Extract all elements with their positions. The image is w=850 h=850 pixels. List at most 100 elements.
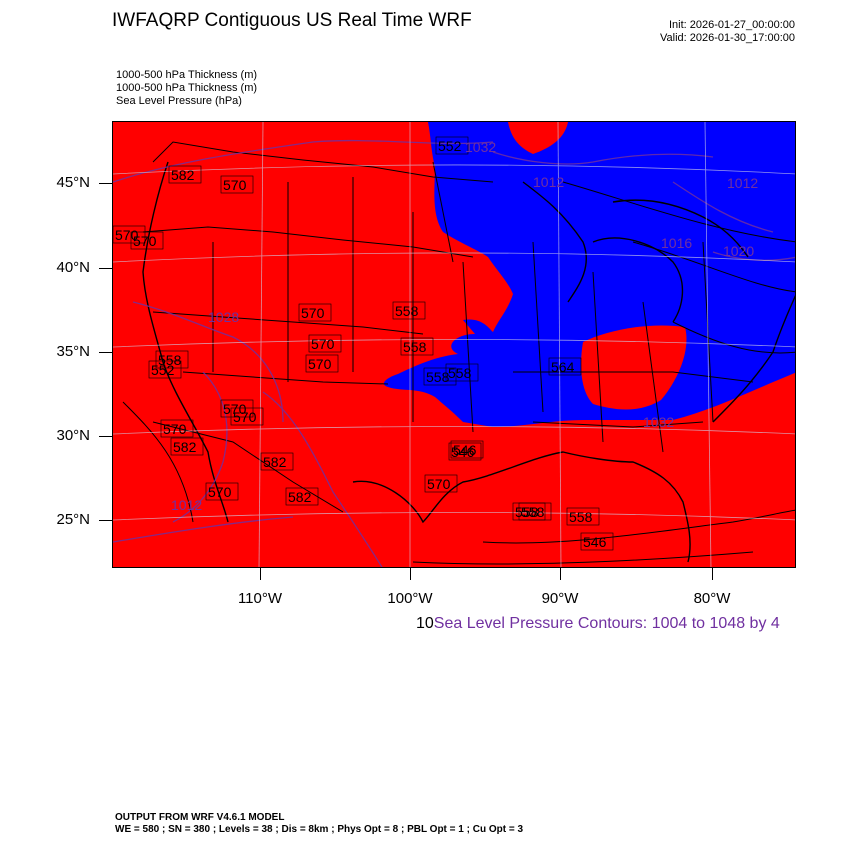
svg-text:570: 570 <box>427 476 451 492</box>
run-info: Init: 2026-01-27_00:00:00 Valid: 2026-01… <box>660 19 795 45</box>
longitude-label: 90°W <box>541 590 579 607</box>
cold-thickness-region <box>383 122 795 427</box>
model-version: OUTPUT FROM WRF V4.6.1 MODEL <box>115 812 285 823</box>
svg-text:582: 582 <box>288 489 312 505</box>
pressure-contour-label: 1020 <box>723 243 754 259</box>
svg-text:558: 558 <box>521 504 545 520</box>
latitude-label: 30°N <box>56 427 90 444</box>
thickness-contour-label: 570 <box>305 354 339 373</box>
thickness-contour-label: 558 <box>392 301 426 320</box>
graticule <box>113 122 795 567</box>
svg-text:564: 564 <box>551 359 575 375</box>
thickness-contour-label: 570 <box>220 175 254 194</box>
contour-note: 10Sea Level Pressure Contours: 1004 to 1… <box>416 615 780 633</box>
longitude-tick <box>410 568 411 580</box>
thickness-contour-label: 546 <box>580 532 614 551</box>
latitude-label: 40°N <box>56 259 90 276</box>
svg-text:558: 558 <box>448 365 472 381</box>
thickness-contour-label: 570 <box>220 399 254 418</box>
warm-tongue-appalachia <box>581 325 687 410</box>
svg-text:558: 558 <box>569 509 593 525</box>
thickness-contour-label: 582 <box>168 165 202 184</box>
valid-time: Valid: 2026-01-30_17:00:00 <box>660 32 795 44</box>
svg-text:570: 570 <box>233 409 257 425</box>
thickness-contour-label: 582 <box>260 452 294 471</box>
thickness-contour-label: 570 <box>230 407 264 426</box>
svg-text:546: 546 <box>583 534 607 550</box>
thickness-contour-label: 570 <box>298 303 332 322</box>
init-time: Init: 2026-01-27_00:00:00 <box>669 19 795 31</box>
model-info: OUTPUT FROM WRF V4.6.1 MODEL WE = 580 ; … <box>115 812 523 836</box>
contour-prefix: 10 <box>416 615 434 632</box>
thickness-contour-label: 570 <box>308 334 342 353</box>
latitude-tick <box>99 183 112 184</box>
thickness-contour-label: 570 <box>113 225 146 244</box>
model-config: WE = 580 ; SN = 380 ; Levels = 38 ; Dis … <box>115 824 524 835</box>
longitude-tick <box>560 568 561 580</box>
svg-text:582: 582 <box>263 454 287 470</box>
contour-range-text: Sea Level Pressure Contours: 1004 to 104… <box>433 615 780 632</box>
thickness-label-layer: 5705825705525705585705585705705585705705… <box>113 136 614 551</box>
latitude-label: 45°N <box>56 174 90 191</box>
latitude-tick <box>99 520 112 521</box>
svg-text:570: 570 <box>311 336 335 352</box>
svg-text:570: 570 <box>223 177 247 193</box>
map-canvas: 5705825705525705585705585705705585705705… <box>113 122 795 567</box>
longitude-label: 110°W <box>237 590 283 607</box>
pressure-contour-label: 1016 <box>661 235 692 251</box>
svg-text:558: 558 <box>426 369 450 385</box>
thickness-contour-label: 546 <box>448 442 482 461</box>
latitude-tick <box>99 352 112 353</box>
svg-text:558: 558 <box>515 504 539 520</box>
pressure-contour-label: 1012 <box>533 174 564 190</box>
longitude-label: 80°W <box>693 590 731 607</box>
thickness-contour-label: 564 <box>548 357 582 376</box>
svg-text:570: 570 <box>163 421 187 437</box>
coastline <box>142 161 795 563</box>
weather-map: 570 582 570 552 570 558 570 558 570 570 558 570 570 5… <box>112 121 796 568</box>
thickness-contour-label: 558 <box>518 502 552 521</box>
latitude-tick <box>99 268 112 269</box>
pressure-contour-label: 1012 <box>727 175 758 191</box>
svg-text:570: 570 <box>301 305 325 321</box>
pressure-contour-label: 1012 <box>171 497 202 513</box>
svg-text:546: 546 <box>453 442 477 458</box>
field-list: 1000-500 hPa Thickness (m) 1000-500 hPa … <box>116 69 257 108</box>
latitude-label: 35°N <box>56 343 90 360</box>
map-title: IWFAQRP Contiguous US Real Time WRF <box>112 10 472 31</box>
pressure-label-layer: 1012 1032 1012 1020 1016 1032 1012 1028 <box>171 139 758 513</box>
thickness-contour-label: 570 <box>424 474 458 493</box>
thickness-contour-label: 582 <box>285 487 319 506</box>
latitude-label: 25°N <box>56 511 90 528</box>
svg-text:570: 570 <box>308 356 332 372</box>
thickness-contour-label: 558 <box>400 337 434 356</box>
svg-text:582: 582 <box>173 439 197 455</box>
latitude-tick <box>99 436 112 437</box>
field-sea-level-pressure: Sea Level Pressure (hPa) <box>116 95 242 107</box>
thickness-contour-label: 582 <box>170 437 204 456</box>
pressure-contours <box>113 139 795 567</box>
svg-text:558: 558 <box>395 303 419 319</box>
field-thickness-2: 1000-500 hPa Thickness (m) <box>116 82 258 94</box>
thickness-contour-label: 558 <box>445 363 479 382</box>
thickness-contour-label: 552 <box>435 136 469 155</box>
field-thickness-1: 1000-500 hPa Thickness (m) <box>116 69 258 81</box>
pressure-contour-label: 1032 <box>643 414 674 430</box>
svg-text:552: 552 <box>151 362 175 378</box>
svg-text:558: 558 <box>403 339 427 355</box>
thickness-contours <box>122 181 795 565</box>
thickness-contour-label: 570 <box>160 419 194 438</box>
svg-text:552: 552 <box>438 138 462 154</box>
svg-text:558: 558 <box>158 352 182 368</box>
svg-text:570: 570 <box>208 484 232 500</box>
svg-text:570: 570 <box>223 401 247 417</box>
svg-text:570: 570 <box>115 227 139 243</box>
thickness-contour-label: 558 <box>155 350 189 369</box>
thickness-contour-label: 558 <box>566 507 600 526</box>
thickness-contour-label: 546 <box>450 440 484 459</box>
longitude-tick <box>712 568 713 580</box>
longitude-tick <box>260 568 261 580</box>
pressure-contour-label: 1028 <box>208 309 239 325</box>
longitude-label: 100°W <box>387 590 433 607</box>
svg-text:546: 546 <box>451 444 475 460</box>
